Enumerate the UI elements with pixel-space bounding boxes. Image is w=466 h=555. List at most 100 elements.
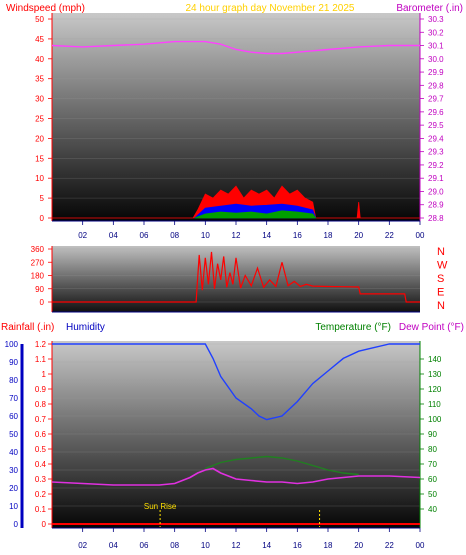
x-tick-label-top: 04 — [109, 231, 118, 240]
temperature-tick-label: 40 — [428, 505, 437, 514]
wind-tick-label: 15 — [35, 154, 44, 163]
wind-tick-label: 10 — [35, 174, 44, 183]
wind-tick-label: 5 — [40, 194, 45, 203]
wind-direction-line — [52, 251, 420, 303]
x-tick-label-top: 14 — [262, 231, 271, 240]
direction-tick-label: 90 — [35, 285, 44, 294]
baro-tick-label: 30.2 — [428, 28, 444, 37]
baro-tick-label: 29.6 — [428, 108, 444, 117]
humidity-tick-label: 60 — [9, 412, 18, 421]
rainfall-tick-label: 0.7 — [35, 415, 47, 424]
direction-tick-label: 360 — [31, 245, 45, 254]
baro-tick-label: 29.7 — [428, 95, 444, 104]
temperature-line — [205, 455, 359, 476]
baro-tick-label: 30.0 — [428, 55, 444, 64]
humidity-tick-label: 50 — [9, 430, 18, 439]
barometer-axis-title: Barometer (.in) — [396, 3, 463, 14]
x-tick-label-top: 18 — [324, 231, 333, 240]
compass-label: E — [437, 287, 444, 299]
baro-tick-label: 29.1 — [428, 174, 444, 183]
compass-label: N — [437, 246, 445, 258]
baro-tick-label: 29.0 — [428, 187, 444, 196]
x-tick-label-bottom: 22 — [385, 541, 394, 550]
wind-tick-label: 45 — [35, 35, 44, 44]
x-tick-label-top: 10 — [201, 231, 210, 240]
x-tick-label-top: 02 — [78, 231, 87, 240]
wind-tick-label: 20 — [35, 134, 44, 143]
wind-tick-label: 30 — [35, 95, 44, 104]
x-tick-label-bottom: 04 — [109, 541, 118, 550]
x-tick-label-top: 22 — [385, 231, 394, 240]
barometer-line — [51, 40, 420, 55]
x-tick-label-bottom: 12 — [232, 541, 241, 550]
x-tick-label-bottom: 20 — [354, 541, 363, 550]
direction-tick-label: 0 — [40, 298, 45, 307]
wind-tick-label: 0 — [40, 214, 45, 223]
rainfall-tick-label: 0.2 — [35, 490, 47, 499]
temperature-tick-label: 120 — [428, 385, 442, 394]
humidity-tick-label: 100 — [5, 340, 19, 349]
compass-label: W — [437, 260, 448, 272]
x-tick-label-top: 16 — [293, 231, 302, 240]
temperature-tick-label: 130 — [428, 370, 442, 379]
wind-tick-label: 25 — [35, 115, 44, 124]
baro-tick-label: 29.3 — [428, 148, 444, 157]
baro-tick-label: 29.8 — [428, 81, 444, 90]
temperature-tick-label: 70 — [428, 460, 437, 469]
wind-gust-area — [52, 185, 420, 219]
humidity-line — [52, 343, 420, 421]
humidity-tick-label: 40 — [9, 448, 18, 457]
rainfall-tick-label: 0.1 — [35, 505, 47, 514]
baro-tick-label: 29.4 — [428, 134, 444, 143]
baro-tick-label: 28.8 — [428, 214, 444, 223]
direction-tick-label: 270 — [31, 258, 45, 267]
dewpoint-line — [51, 467, 421, 486]
rainfall-tick-label: 0 — [42, 520, 47, 529]
compass-label: N — [437, 300, 445, 312]
direction-tick-label: 180 — [31, 272, 45, 281]
rain-humidity-temp-plot-area — [52, 341, 420, 528]
rainfall-tick-label: 1.2 — [35, 340, 47, 349]
humidity-tick-label: 30 — [9, 466, 18, 475]
x-tick-label-bottom: 18 — [324, 541, 333, 550]
temperature-tick-label: 110 — [428, 400, 441, 409]
x-tick-label-top: 00 — [416, 231, 425, 240]
baro-tick-label: 30.1 — [428, 42, 444, 51]
x-tick-label-top: 20 — [354, 231, 363, 240]
rainfall-tick-label: 0.8 — [35, 400, 47, 409]
rainfall-tick-label: 0.5 — [35, 445, 47, 454]
baro-tick-label: 28.9 — [428, 201, 444, 210]
baro-tick-label: 30.3 — [428, 15, 444, 24]
baro-tick-label: 29.5 — [428, 121, 444, 130]
temperature-tick-label: 140 — [428, 355, 442, 364]
dewpoint-axis-title: Dew Point (°F) — [399, 322, 464, 333]
wind-tick-label: 40 — [35, 55, 44, 64]
chart-marks: 0202040406060808101012121414161618182020… — [5, 13, 448, 550]
baro-tick-label: 29.2 — [428, 161, 444, 170]
temperature-tick-label: 100 — [428, 415, 442, 424]
humidity-tick-label: 80 — [9, 376, 18, 385]
humidity-tick-label: 20 — [9, 484, 18, 493]
rainfall-tick-label: 0.6 — [35, 430, 47, 439]
wind-direction-plot-area — [52, 246, 420, 312]
x-tick-label-top: 06 — [140, 231, 149, 240]
compass-label: S — [437, 273, 444, 285]
x-tick-label-bottom: 08 — [170, 541, 179, 550]
x-tick-label-bottom: 10 — [201, 541, 210, 550]
humidity-tick-label: 10 — [9, 502, 18, 511]
rainfall-tick-label: 0.4 — [35, 460, 47, 469]
rainfall-tick-label: 0.3 — [35, 475, 47, 484]
rainfall-tick-label: 1.1 — [35, 355, 47, 364]
graph-date-title: 24 hour graph day November 21 2025 — [185, 3, 354, 14]
rainfall-axis-title: Rainfall (.in) — [1, 322, 54, 333]
temperature-axis-title: Temperature (°F) — [315, 322, 391, 333]
x-tick-label-top: 12 — [232, 231, 241, 240]
wind-tick-label: 50 — [35, 15, 44, 24]
x-tick-label-top: 08 — [170, 231, 179, 240]
humidity-tick-label: 70 — [9, 394, 18, 403]
sunrise-label: Sun Rise — [144, 502, 177, 511]
x-tick-label-bottom: 14 — [262, 541, 271, 550]
temperature-tick-label: 60 — [428, 475, 437, 484]
